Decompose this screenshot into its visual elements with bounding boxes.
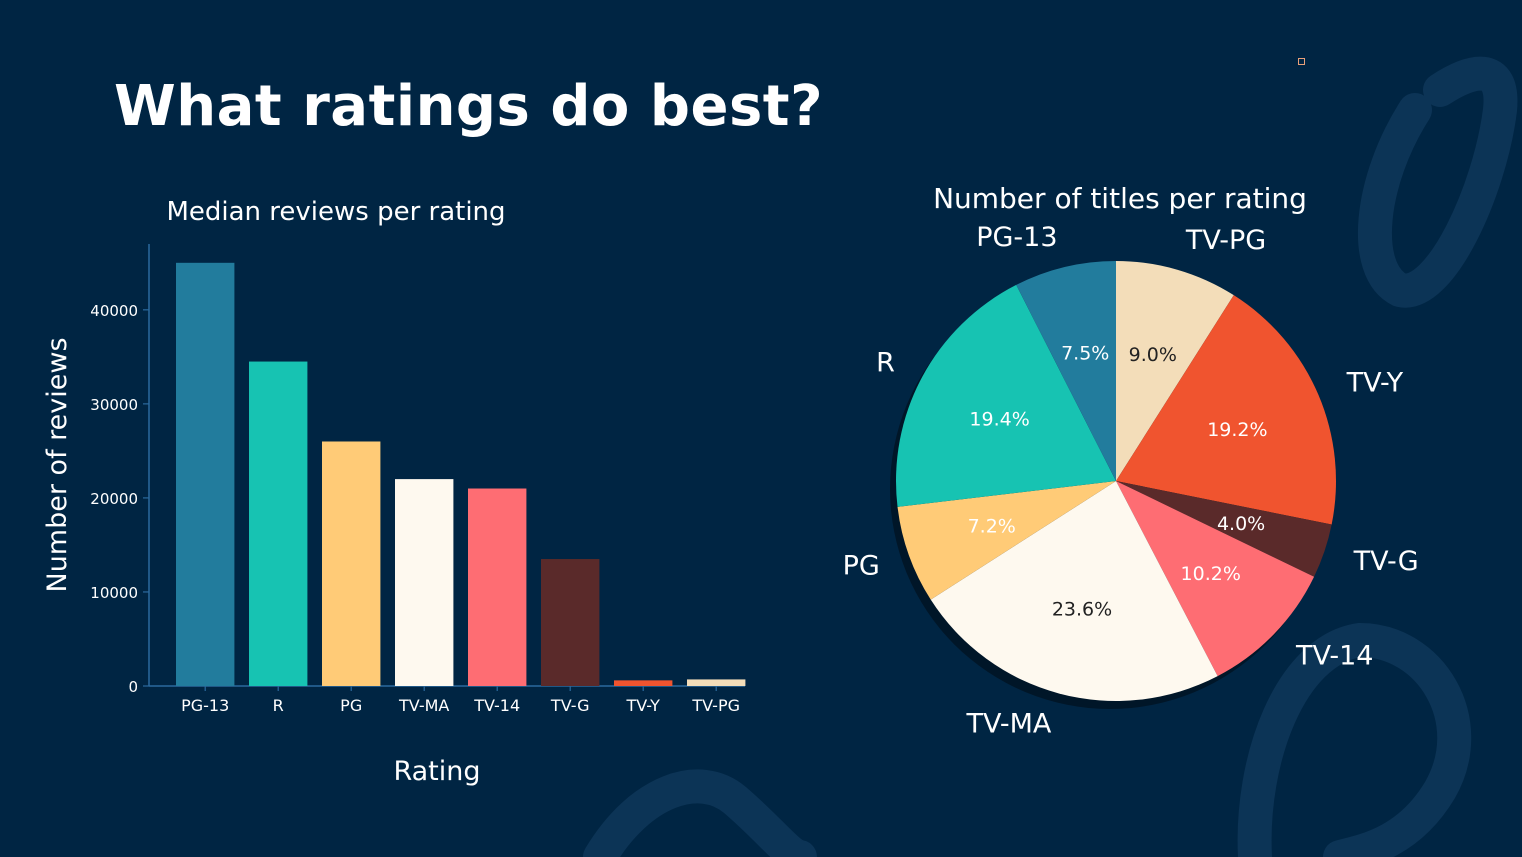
pie-value-label: 4.0% xyxy=(1217,513,1265,535)
y-axis-label: Number of reviews xyxy=(42,337,73,592)
x-tick-label: TV-MA xyxy=(398,696,449,715)
pie-slice-tv-pg xyxy=(1116,261,1234,481)
bar-pg xyxy=(322,441,381,686)
x-tick-label: PG xyxy=(340,696,362,715)
x-tick-label: TV-G xyxy=(550,696,590,715)
bar-chart: Median reviews per rating 0 10000 20000 3000… xyxy=(42,197,746,787)
pie-chart-title: Number of titles per rating xyxy=(933,182,1307,215)
pie-category-label: TV-Y xyxy=(1346,368,1404,399)
pie-slice-tv-y xyxy=(1116,295,1336,525)
pie-value-label: 23.6% xyxy=(1052,599,1112,621)
pie-category-label: PG xyxy=(843,551,880,582)
pie-category-label: R xyxy=(876,348,895,379)
pie-slice-tv-ma xyxy=(930,481,1218,701)
pie-slice-tv-14 xyxy=(1116,481,1315,677)
pie-value-label: 7.2% xyxy=(968,515,1016,537)
slide-marker xyxy=(1298,58,1305,65)
bar-tv-g xyxy=(541,559,600,686)
pie-slice-pg-13 xyxy=(1016,261,1116,481)
pie-slice-pg xyxy=(897,481,1116,600)
x-tick-label: TV-Y xyxy=(625,696,660,715)
slide-title: What ratings do best? xyxy=(114,74,824,139)
bar-chart-title: Median reviews per rating xyxy=(166,197,505,227)
y-tick-label: 0 xyxy=(128,678,138,696)
pie-slice-tv-g xyxy=(1116,481,1332,577)
bar-r xyxy=(249,361,308,686)
y-tick-label: 20000 xyxy=(90,490,138,508)
pie-category-label: TV-PG xyxy=(1185,225,1266,256)
pie-category-label: PG-13 xyxy=(976,222,1057,253)
x-tick-label: TV-14 xyxy=(473,696,520,715)
bar-tv-pg xyxy=(687,679,746,686)
y-tick-label: 10000 xyxy=(90,584,138,602)
x-tick-label: R xyxy=(273,696,284,715)
x-tick-label: TV-PG xyxy=(691,696,740,715)
bar-tv-y xyxy=(614,680,673,686)
pie-category-label: TV-MA xyxy=(966,708,1052,739)
pie-category-label: TV-G xyxy=(1353,546,1419,577)
pie-category-label: TV-14 xyxy=(1295,641,1373,672)
y-tick-label: 30000 xyxy=(90,396,138,414)
pie-value-label: 7.5% xyxy=(1061,343,1109,365)
x-axis-label: Rating xyxy=(393,756,480,787)
pie-value-label: 10.2% xyxy=(1181,563,1241,585)
pie-chart: Number of titles per rating 9.0% TV-PG 19.2… xyxy=(843,182,1419,739)
bar-tv-14 xyxy=(468,488,527,686)
pie-slice-r xyxy=(896,284,1116,507)
bar-pg-13 xyxy=(176,262,235,686)
y-tick-label: 40000 xyxy=(90,302,138,320)
x-tick-label: PG-13 xyxy=(181,696,229,715)
pie-value-label: 9.0% xyxy=(1129,344,1177,366)
bar-tv-ma xyxy=(395,479,454,686)
pie-value-label: 19.2% xyxy=(1207,419,1267,441)
pie-value-label: 19.4% xyxy=(969,409,1029,431)
